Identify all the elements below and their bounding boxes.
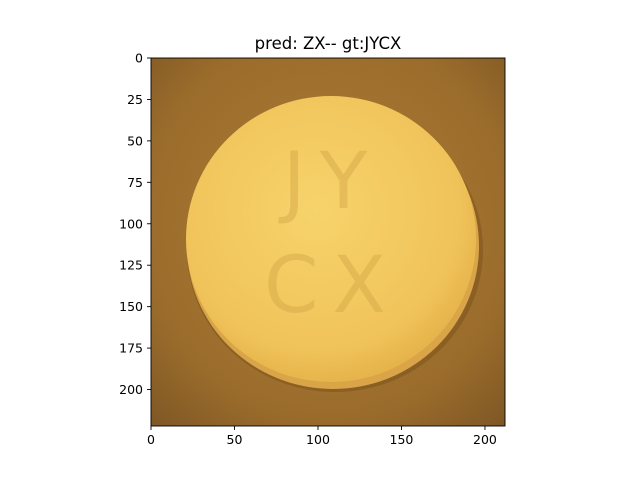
x-tick-label: 200	[473, 432, 497, 447]
y-tick-label: 75	[127, 175, 143, 190]
imprint-line-2: CX	[264, 241, 400, 331]
y-tick-label: 150	[119, 299, 143, 314]
imprint-line-1: JY	[278, 137, 382, 227]
y-tick-label: 175	[119, 341, 143, 356]
y-tick-label: 0	[135, 51, 143, 66]
pill-face	[186, 96, 476, 382]
pill-imprint: JY CX	[264, 137, 400, 331]
axes-frame	[150, 57, 506, 427]
x-tick-label: 150	[390, 432, 414, 447]
y-tick-label: 200	[119, 382, 143, 397]
y-tick-label: 25	[127, 92, 143, 107]
x-tick-label: 100	[306, 432, 330, 447]
x-axis: 0 50 100 150 200	[147, 426, 497, 447]
figure-title: pred: ZX-- gt:JYCX	[255, 34, 402, 53]
y-tick-label: 125	[119, 258, 143, 273]
y-tick-label: 100	[119, 216, 143, 231]
photo: JY CX	[151, 58, 505, 426]
y-tick-label: 50	[127, 133, 143, 148]
y-axis: 0 25 50 75 100 125 150 175 200	[119, 51, 151, 397]
x-tick-label: 0	[147, 432, 155, 447]
x-tick-label: 50	[227, 432, 243, 447]
